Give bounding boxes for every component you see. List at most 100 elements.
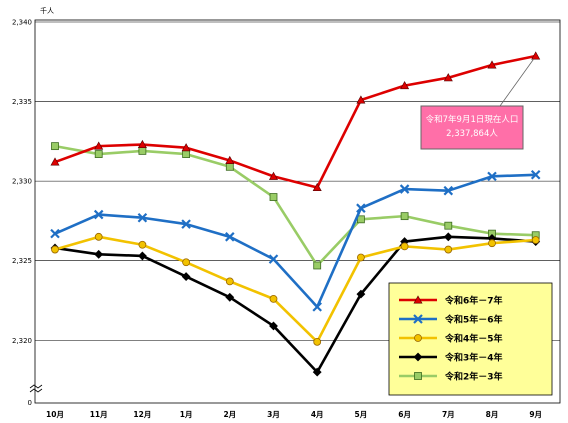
data-point <box>51 142 59 151</box>
data-point <box>225 232 235 242</box>
population-annotation: 令和7年9月1日現在人口 2,337,864人 <box>420 58 535 150</box>
legend-marker <box>413 295 423 304</box>
y-tick-label: 2,330 <box>12 178 32 186</box>
data-point <box>400 212 409 221</box>
data-point <box>269 321 278 331</box>
annotation-box <box>420 105 524 150</box>
annotation-pointer <box>499 58 535 107</box>
data-point <box>312 367 322 377</box>
data-point <box>444 245 453 254</box>
axis-break-mark <box>29 388 43 393</box>
x-tick-label: 12月 <box>133 410 151 419</box>
x-tick-label: 3月 <box>267 410 280 419</box>
legend-label: 令和5年－6年 <box>444 314 503 326</box>
data-point <box>269 294 278 303</box>
data-point <box>400 242 409 251</box>
series-line <box>54 235 536 374</box>
data-point <box>268 254 279 264</box>
y-zero-label: 0 <box>28 399 32 407</box>
data-point <box>181 272 191 282</box>
annotation-line1: 令和7年9月1日現在人口 <box>426 114 519 125</box>
x-tick-label: 11月 <box>90 410 108 419</box>
data-point <box>400 81 410 90</box>
data-point <box>181 219 191 229</box>
annotation-line2: 2,337,864人 <box>446 129 498 139</box>
data-point <box>443 73 453 82</box>
data-point <box>356 203 366 213</box>
x-tick-label: 10月 <box>46 410 64 419</box>
legend-label: 令和4年－5年 <box>444 333 503 345</box>
x-tick-label: 6月 <box>398 410 411 419</box>
data-point <box>181 143 191 152</box>
data-point <box>531 51 541 60</box>
x-axis-ticks: 10月 11月 12月 1月 2月 3月 4月 5月 6月 7月 8月 9月 <box>46 410 542 419</box>
data-point <box>313 337 322 346</box>
series-1 <box>50 169 541 312</box>
data-point <box>312 182 322 191</box>
data-point <box>138 146 147 155</box>
series-line <box>54 173 536 309</box>
data-point <box>50 157 60 166</box>
x-tick-label: 9月 <box>529 410 542 419</box>
data-point <box>93 209 104 220</box>
data-point <box>356 253 365 262</box>
axes <box>29 19 561 404</box>
x-tick-label: 4月 <box>311 410 324 419</box>
legend-item: 令和2年－3年 <box>399 371 503 383</box>
series-2 <box>51 232 540 346</box>
data-point <box>137 139 147 149</box>
data-point <box>138 240 147 249</box>
y-tick-label: 2,325 <box>12 257 32 265</box>
data-point <box>50 228 60 239</box>
data-point <box>399 184 410 194</box>
data-point <box>530 169 541 180</box>
y-tick-label: 2,320 <box>12 337 32 345</box>
x-tick-label: 7月 <box>442 410 455 419</box>
legend-marker <box>413 314 423 324</box>
series-line <box>54 235 536 344</box>
axis-break-mark <box>29 384 43 389</box>
data-point <box>137 251 147 261</box>
y-tick-label: 2,340 <box>12 19 32 27</box>
data-point <box>312 302 322 312</box>
legend-item: 令和4年－5年 <box>399 333 503 345</box>
x-tick-label: 8月 <box>486 410 499 419</box>
legend-label: 令和6年－7年 <box>444 295 503 307</box>
data-point <box>51 245 59 254</box>
data-point <box>356 95 366 104</box>
data-point <box>269 193 278 201</box>
series-line <box>54 144 536 267</box>
data-point <box>182 150 191 158</box>
data-point <box>137 212 148 223</box>
x-tick-label: 1月 <box>180 410 193 419</box>
data-point <box>94 150 103 158</box>
legend-label: 令和2年－3年 <box>444 371 503 383</box>
x-tick-label: 2月 <box>223 410 236 419</box>
data-point <box>444 221 453 230</box>
y-axis-ticks: 2,320 2,325 2,330 2,335 2,340 0 <box>12 19 32 408</box>
data-point <box>268 171 279 180</box>
legend-item: 令和3年－4年 <box>399 352 503 364</box>
data-point <box>94 249 104 259</box>
data-point <box>487 60 497 69</box>
unit-label: 千人 <box>40 6 54 15</box>
y-tick-label: 2,335 <box>12 98 32 106</box>
data-point <box>94 141 104 150</box>
series-line <box>54 54 536 189</box>
data-point <box>443 185 454 196</box>
legend-marker <box>413 352 423 362</box>
data-point <box>225 292 235 302</box>
data-point <box>488 239 496 248</box>
x-tick-label: 5月 <box>355 410 368 419</box>
legend-marker <box>414 372 422 380</box>
data-point <box>182 258 191 267</box>
data-point <box>94 232 103 241</box>
data-point <box>443 232 453 242</box>
data-point <box>225 277 234 286</box>
series-0 <box>50 51 541 191</box>
legend-label: 令和3年－4年 <box>444 352 503 364</box>
legend-marker <box>414 334 422 342</box>
legend-item: 令和5年－6年 <box>399 314 503 326</box>
